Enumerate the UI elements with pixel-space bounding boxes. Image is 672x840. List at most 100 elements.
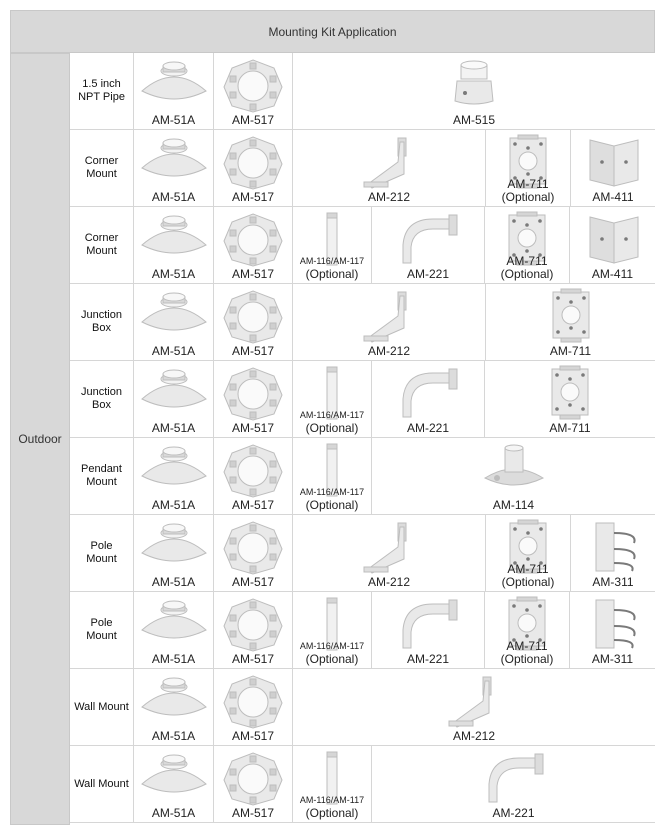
- adapter-plate-icon: [223, 752, 283, 806]
- product-picture: [485, 596, 569, 652]
- product-model: AM-711: [506, 254, 548, 268]
- product-caption: AM-51A: [134, 114, 213, 127]
- corner-bracket-icon: [589, 139, 639, 187]
- kit-item: AM-517: [214, 592, 293, 668]
- gooseneck-arm-icon: [402, 214, 458, 264]
- kit-item: AM-212: [293, 669, 655, 745]
- product-picture: [486, 288, 655, 344]
- junction-box-icon: [508, 596, 546, 651]
- product-caption: AM-517: [214, 422, 292, 435]
- product-caption: AM-311: [570, 653, 655, 666]
- product-caption: AM-212: [293, 345, 485, 358]
- product-model: AM-51A: [151, 190, 196, 204]
- product-caption: AM-711: [486, 345, 655, 358]
- kit-item: AM-51A: [134, 592, 214, 668]
- table-title: Mounting Kit Application: [10, 10, 655, 53]
- product-picture: [372, 750, 655, 806]
- dome-base-icon: [140, 215, 207, 254]
- product-model: AM-116/AM-117: [299, 487, 365, 497]
- optional-note: (Optional): [305, 652, 359, 666]
- product-model: AM-221: [406, 421, 450, 435]
- kit-item: AM-114: [372, 438, 655, 514]
- product-model: AM-114: [492, 498, 535, 512]
- product-picture: [214, 288, 292, 344]
- junction-box-icon: [509, 519, 547, 574]
- kit-item: AM-411: [571, 130, 655, 206]
- junction-box-icon: [509, 134, 547, 189]
- extension-pipe-icon: [326, 212, 338, 266]
- product-model: AM-116/AM-117: [299, 641, 365, 651]
- product-model: AM-212: [367, 344, 411, 358]
- kit-item: AM-221: [372, 746, 655, 822]
- product-picture: [134, 211, 213, 267]
- kit-item: AM-311: [570, 592, 655, 668]
- product-picture: [134, 519, 213, 575]
- kit-item: AM-51A: [134, 207, 214, 283]
- table-row: Wall Mount AM-51A AM-517 AM-212: [70, 669, 655, 746]
- adapter-plate-icon: [223, 598, 283, 652]
- product-caption: AM-311: [571, 576, 655, 589]
- product-caption: AM-517: [214, 191, 292, 204]
- product-model: AM-212: [452, 729, 496, 743]
- product-caption: AM-212: [293, 191, 485, 204]
- optional-note: (Optional): [500, 652, 554, 666]
- extension-pipe-icon: [326, 443, 338, 497]
- kit-item: AM-711 (Optional): [485, 207, 570, 283]
- ceiling-flange-icon: [483, 444, 544, 486]
- product-caption: AM-411: [571, 191, 655, 204]
- table-row: Junction Box AM-51A AM-517 AM-116/AM-117 (Op…: [70, 361, 655, 438]
- product-picture: [571, 519, 655, 575]
- dome-base-icon: [140, 600, 207, 639]
- product-caption: AM-515: [293, 114, 655, 127]
- product-picture: [372, 596, 484, 652]
- product-caption: AM-517: [214, 576, 292, 589]
- dome-base-icon: [140, 754, 207, 793]
- kit-item: AM-221: [372, 361, 485, 437]
- product-caption: AM-517: [214, 345, 292, 358]
- kit-item: AM-517: [214, 207, 293, 283]
- kit-item: AM-116/AM-117 (Optional): [293, 361, 372, 437]
- kit-item: AM-517: [214, 438, 293, 514]
- gooseneck-arm-icon: [488, 753, 543, 803]
- product-model: AM-517: [231, 113, 275, 127]
- product-picture: [214, 365, 292, 421]
- product-model: AM-51A: [151, 113, 196, 127]
- kit-item: AM-711 (Optional): [486, 130, 571, 206]
- product-picture: [134, 365, 213, 421]
- kit-item: AM-116/AM-117 (Optional): [293, 746, 372, 822]
- product-picture: [571, 134, 655, 190]
- table-row: Wall Mount AM-51A AM-517 AM-116/AM-117 (Opti…: [70, 746, 655, 823]
- mount-type-label: Wall Mount: [70, 746, 134, 822]
- kit-item: AM-51A: [134, 515, 214, 591]
- product-model: AM-212: [367, 190, 411, 204]
- table-row: Pole Mount AM-51A AM-517 AM-116/AM-117 (Opti…: [70, 592, 655, 669]
- kit-item: AM-517: [214, 53, 293, 129]
- junction-box-icon: [508, 211, 546, 266]
- table-row: Corner Mount AM-51A AM-517 AM-116/AM-117 (Op…: [70, 207, 655, 284]
- product-picture: [214, 134, 292, 190]
- kit-item: AM-51A: [134, 361, 214, 437]
- product-model: AM-221: [406, 267, 450, 281]
- wall-bracket-icon: [363, 137, 407, 189]
- optional-note: (Optional): [305, 267, 359, 281]
- table-row: Junction Box AM-51A AM-517 AM-212 AM-711: [70, 284, 655, 361]
- product-picture: [134, 750, 213, 806]
- product-model: AM-51A: [151, 806, 196, 820]
- kit-item: AM-212: [293, 284, 486, 360]
- product-caption: AM-51A: [134, 730, 213, 743]
- mount-type-label: Junction Box: [70, 361, 134, 437]
- product-model: AM-311: [592, 575, 634, 589]
- product-model: AM-51A: [151, 421, 196, 435]
- product-picture: [293, 57, 655, 113]
- product-model: AM-711: [507, 562, 549, 576]
- kit-item: AM-221: [372, 592, 485, 668]
- product-picture: [214, 211, 292, 267]
- dome-base-icon: [140, 292, 207, 331]
- dome-base-icon: [140, 138, 207, 177]
- table-row: Pendant Mount AM-51A AM-517 AM-116/AM-117 (O…: [70, 438, 655, 515]
- mount-type-label: Wall Mount: [70, 669, 134, 745]
- product-model: AM-51A: [151, 729, 196, 743]
- product-caption: AM-711 (Optional): [485, 640, 569, 666]
- kit-item: AM-411: [570, 207, 655, 283]
- product-model: AM-116/AM-117: [299, 256, 365, 266]
